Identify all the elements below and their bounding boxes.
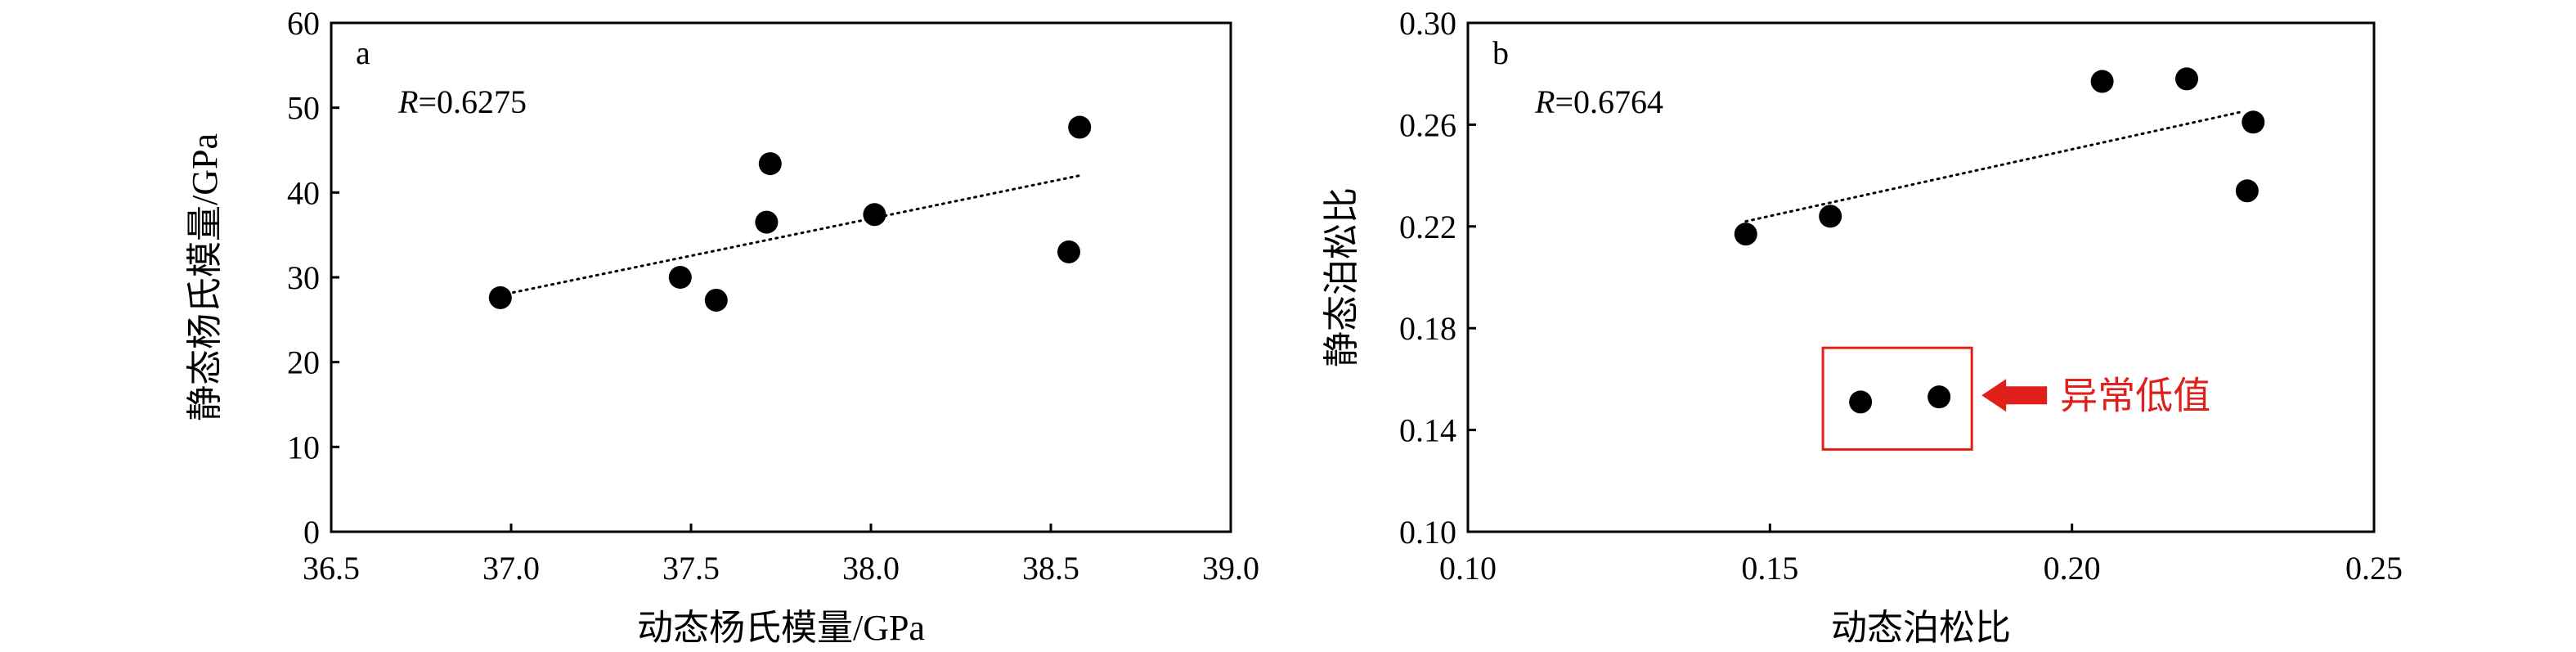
- tick-group-a: 36.5 37.0 37.5 38.0 38.5 39.0 0 10 20 30 40 50 60: [287, 5, 1259, 587]
- x-tick-label-a: 37.0: [482, 550, 540, 587]
- panel-label-b: b: [1492, 34, 1509, 71]
- data-point: [1057, 240, 1080, 263]
- y-tick-label-b: 0.10: [1399, 514, 1456, 551]
- y-tick-label-a: 10: [287, 429, 320, 465]
- x-axis-label-a: 动态杨氏模量/GPa: [637, 608, 925, 648]
- x-tick-label-a: 38.5: [1022, 550, 1079, 587]
- x-tick-label-a: 39.0: [1202, 550, 1259, 587]
- y-tick-label-a: 0: [303, 514, 320, 551]
- r-annotation-a: R=0.6275: [397, 83, 527, 120]
- y-axis-label-b: 静态泊松比: [1322, 187, 1362, 367]
- r-value-a: =0.6275: [418, 83, 527, 120]
- data-point: [2235, 179, 2259, 203]
- y-tick-label-a: 30: [287, 259, 320, 296]
- trendline-b: [1744, 110, 2242, 223]
- y-tick-label-b: 0.18: [1399, 310, 1456, 347]
- y-tick-label-b: 0.26: [1399, 106, 1456, 143]
- y-tick-label-b: 0.14: [1399, 412, 1456, 449]
- data-point: [1734, 223, 1757, 246]
- x-tick-label-b: 0.25: [2345, 550, 2403, 587]
- y-tick-label-a: 40: [287, 174, 320, 211]
- data-point: [2175, 67, 2199, 91]
- data-point: [863, 203, 886, 227]
- data-point: [758, 152, 782, 176]
- r-value-b: =0.6764: [1555, 83, 1663, 120]
- chart-panel-b: 0.10 0.15 0.20 0.25 0.10 0.14 0.18 0.22 0.26 0.30…: [1322, 5, 2403, 648]
- r-symbol-b: R: [1534, 83, 1555, 120]
- data-point: [2242, 110, 2265, 134]
- x-tick-label-a: 36.5: [303, 550, 360, 587]
- data-point: [1819, 205, 1842, 228]
- data-point: [488, 286, 512, 309]
- x-tick-label-b: 0.15: [1741, 550, 1798, 587]
- data-point: [755, 210, 779, 234]
- x-axis-label-b: 动态泊松比: [1831, 608, 2011, 648]
- y-axis-label-a: 静态杨氏模量/GPa: [185, 133, 225, 421]
- y-tick-label-a: 60: [287, 5, 320, 42]
- y-tick-label-b: 0.30: [1399, 5, 1456, 42]
- outlier-highlight-box: [1821, 346, 1973, 451]
- y-tick-label-a: 20: [287, 344, 320, 381]
- trendline-a: [499, 174, 1081, 297]
- outlier-label: 异常低值: [2060, 375, 2210, 416]
- data-point: [1068, 115, 1092, 139]
- y-tick-label-b: 0.22: [1399, 209, 1456, 245]
- data-point: [2090, 70, 2114, 93]
- outlier-point: [1928, 385, 1951, 409]
- x-tick-label-b: 0.10: [1439, 550, 1497, 587]
- r-symbol-a: R: [397, 83, 418, 120]
- points-group-a: [488, 115, 1092, 312]
- panel-label-a: a: [356, 34, 370, 71]
- tick-group-b: 0.10 0.15 0.20 0.25 0.10 0.14 0.18 0.22 0.26 0.30: [1399, 5, 2403, 587]
- data-point: [668, 266, 692, 289]
- data-point: [704, 288, 728, 312]
- x-tick-label-a: 37.5: [662, 550, 720, 587]
- r-annotation-b: R=0.6764: [1534, 83, 1663, 120]
- x-tick-label-b: 0.20: [2044, 550, 2101, 587]
- plot-frame-b: [1466, 21, 2376, 533]
- points-group-b: [1734, 67, 2265, 414]
- outlier-point: [1849, 390, 1873, 414]
- x-tick-label-a: 38.0: [842, 550, 900, 587]
- y-tick-label-a: 50: [287, 90, 320, 127]
- outlier-arrow-icon: [1981, 379, 2048, 412]
